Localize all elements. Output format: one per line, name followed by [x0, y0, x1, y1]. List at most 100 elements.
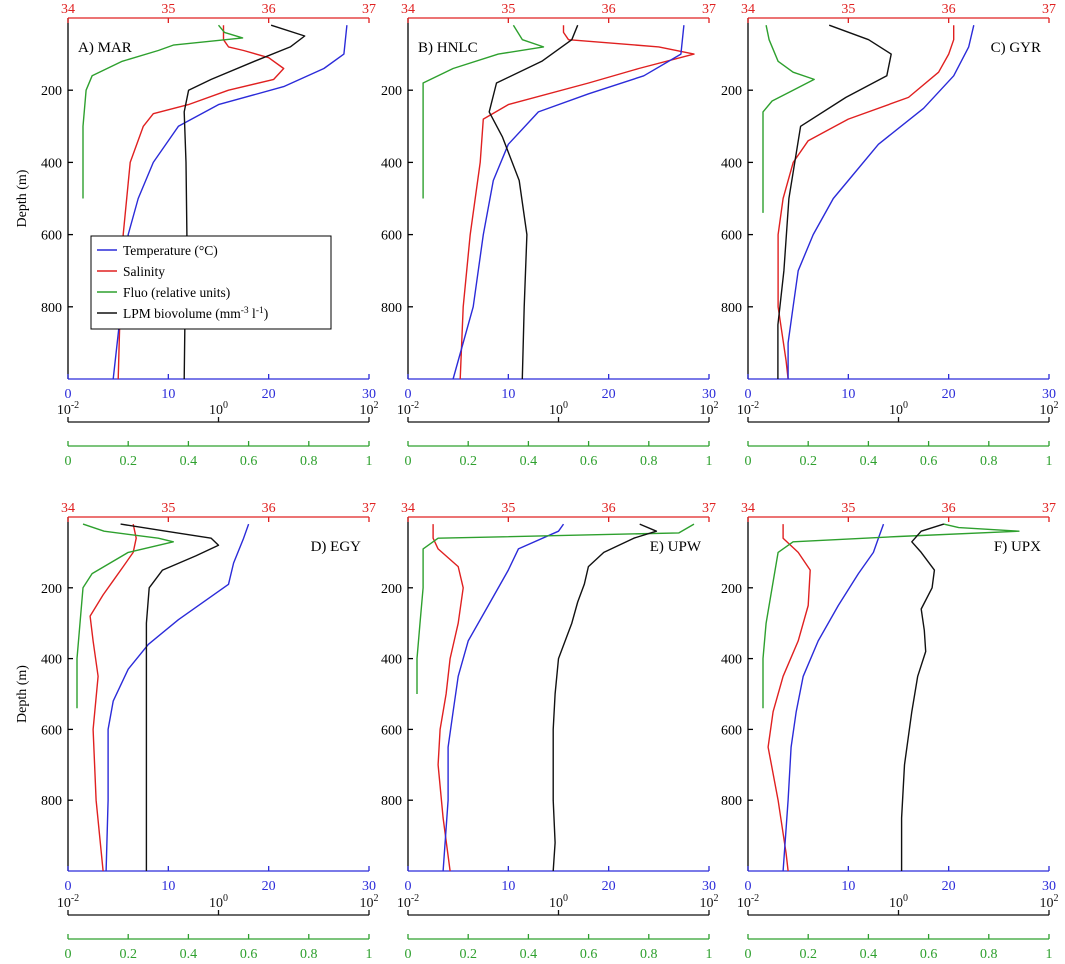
panel-title: F) UPX	[994, 539, 1041, 555]
depth-tick-label: 600	[381, 723, 402, 738]
panel-title: B) HNLC	[418, 40, 478, 56]
lpm-tick-label: 100	[549, 400, 568, 418]
temperature-tick-label: 0	[405, 879, 412, 894]
temperature-tick-label: 30	[702, 387, 716, 402]
fluo-tick-label: 0	[405, 454, 412, 469]
lpm-tick-exp: 2	[714, 400, 719, 411]
legend: Temperature (°C) Salinity Fluo (relative u…	[90, 235, 332, 330]
fluo-tick-label: 0	[745, 947, 752, 962]
legend-text: Salinity	[123, 264, 165, 279]
fluo-tick-label: 0.4	[520, 947, 538, 962]
depth-tick-label: 200	[381, 582, 402, 597]
temperature-tick-label: 20	[602, 879, 616, 894]
panel-title: D) EGY	[311, 539, 362, 555]
series-temperature	[782, 523, 885, 872]
lpm-tick-base: 10	[360, 403, 374, 418]
temperature-tick-label: 30	[362, 387, 376, 402]
depth-tick-label: 400	[41, 653, 62, 668]
temperature-tick-label: 10	[841, 387, 855, 402]
depth-tick-label: 200	[41, 582, 62, 597]
fluo-tick-label: 0.8	[980, 947, 998, 962]
lpm-tick-base: 10	[1040, 403, 1054, 418]
depth-tick-label: 400	[381, 653, 402, 668]
series-lpm	[488, 24, 579, 380]
salinity-tick-label: 35	[501, 2, 515, 17]
temperature-tick-label: 0	[405, 387, 412, 402]
fluo-tick-label: 0.2	[799, 454, 817, 469]
series-lpm	[777, 24, 892, 379]
depth-tick-label: 400	[41, 156, 62, 171]
salinity-tick-label: 34	[401, 501, 415, 516]
lpm-tick-exp: 2	[374, 893, 379, 904]
lpm-tick-base: 10	[360, 896, 374, 911]
lpm-tick-exp: -2	[71, 893, 79, 904]
salinity-tick-label: 36	[602, 501, 616, 516]
fluo-tick-label: 0	[745, 454, 752, 469]
series-salinity	[777, 25, 955, 380]
lpm-tick-label: 102	[700, 893, 719, 911]
lpm-tick-label: 100	[549, 893, 568, 911]
series-lpm	[900, 523, 945, 871]
salinity-tick-label: 37	[362, 501, 376, 516]
depth-tick-label: 400	[721, 653, 742, 668]
series-fluo	[416, 523, 695, 694]
series-group	[762, 523, 1020, 872]
fluo-tick-label: 0	[405, 947, 412, 962]
depth-tick-label: 600	[41, 723, 62, 738]
lpm-tick-exp: 0	[223, 400, 228, 411]
lpm-tick-base: 10	[700, 896, 714, 911]
series-fluo	[762, 25, 815, 213]
fluo-tick-label: 0.8	[300, 947, 318, 962]
temperature-tick-label: 0	[745, 387, 752, 402]
lpm-tick-exp: 0	[563, 400, 568, 411]
panel-title: A) MAR	[78, 40, 132, 56]
lpm-tick-exp: 0	[223, 893, 228, 904]
salinity-tick-label: 34	[401, 2, 415, 17]
fluo-tick-label: 0.8	[640, 454, 658, 469]
depth-tick-label: 600	[721, 229, 742, 244]
lpm-tick-base: 10	[700, 403, 714, 418]
temperature-tick-label: 0	[65, 387, 72, 402]
depth-tick-label: 200	[721, 84, 742, 99]
salinity-tick-label: 36	[942, 501, 956, 516]
depth-tick-label: 400	[381, 156, 402, 171]
temperature-tick-label: 10	[161, 387, 175, 402]
lpm-tick-label: 10-2	[57, 893, 79, 911]
lpm-tick-base: 10	[737, 896, 751, 911]
fluo-tick-label: 0.6	[920, 947, 938, 962]
salinity-tick-label: 34	[61, 501, 75, 516]
fluo-tick-label: 1	[1046, 947, 1053, 962]
depth-tick-label: 200	[721, 582, 742, 597]
fluo-tick-label: 1	[706, 454, 713, 469]
lpm-tick-exp: -2	[751, 400, 759, 411]
panel-title: C) GYR	[991, 40, 1041, 56]
temperature-tick-label: 30	[362, 879, 376, 894]
series-group	[76, 523, 250, 872]
lpm-tick-label: 100	[209, 400, 228, 418]
fluo-tick-label: 0.2	[119, 454, 137, 469]
lpm-tick-label: 10-2	[737, 893, 759, 911]
salinity-tick-label: 36	[262, 501, 276, 516]
series-salinity	[432, 524, 464, 872]
lpm-tick-base: 10	[889, 896, 903, 911]
fluo-tick-label: 0.4	[180, 454, 198, 469]
series-fluo	[762, 523, 1020, 709]
legend-label-temperature: Temperature (°C)	[123, 243, 218, 258]
fluo-tick-label: 0.2	[799, 947, 817, 962]
lpm-tick-label: 10-2	[737, 400, 759, 418]
lpm-tick-base: 10	[209, 896, 223, 911]
fluo-tick-label: 0.4	[860, 947, 878, 962]
salinity-tick-label: 36	[942, 2, 956, 17]
fluo-tick-label: 0.2	[459, 454, 477, 469]
fluo-tick-label: 0.4	[180, 947, 198, 962]
depth-tick-label: 600	[41, 229, 62, 244]
lpm-tick-base: 10	[549, 403, 563, 418]
series-lpm	[120, 523, 220, 871]
series-fluo	[82, 24, 244, 199]
legend-label-lpm: LPM biovolume (mm-3 l-1)	[123, 306, 268, 321]
fluo-tick-label: 0.8	[640, 947, 658, 962]
lpm-tick-exp: -2	[751, 893, 759, 904]
series-temperature	[787, 25, 975, 379]
